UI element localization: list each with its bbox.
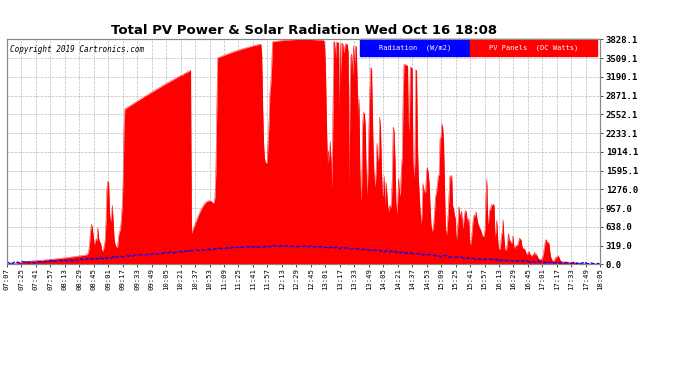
- Text: PV Panels  (DC Watts): PV Panels (DC Watts): [489, 45, 578, 51]
- Bar: [470, 39, 598, 56]
- Text: Radiation  (W/m2): Radiation (W/m2): [379, 45, 451, 51]
- Bar: [360, 39, 470, 56]
- Text: Copyright 2019 Cartronics.com: Copyright 2019 Cartronics.com: [10, 45, 144, 54]
- Title: Total PV Power & Solar Radiation Wed Oct 16 18:08: Total PV Power & Solar Radiation Wed Oct…: [110, 24, 497, 37]
